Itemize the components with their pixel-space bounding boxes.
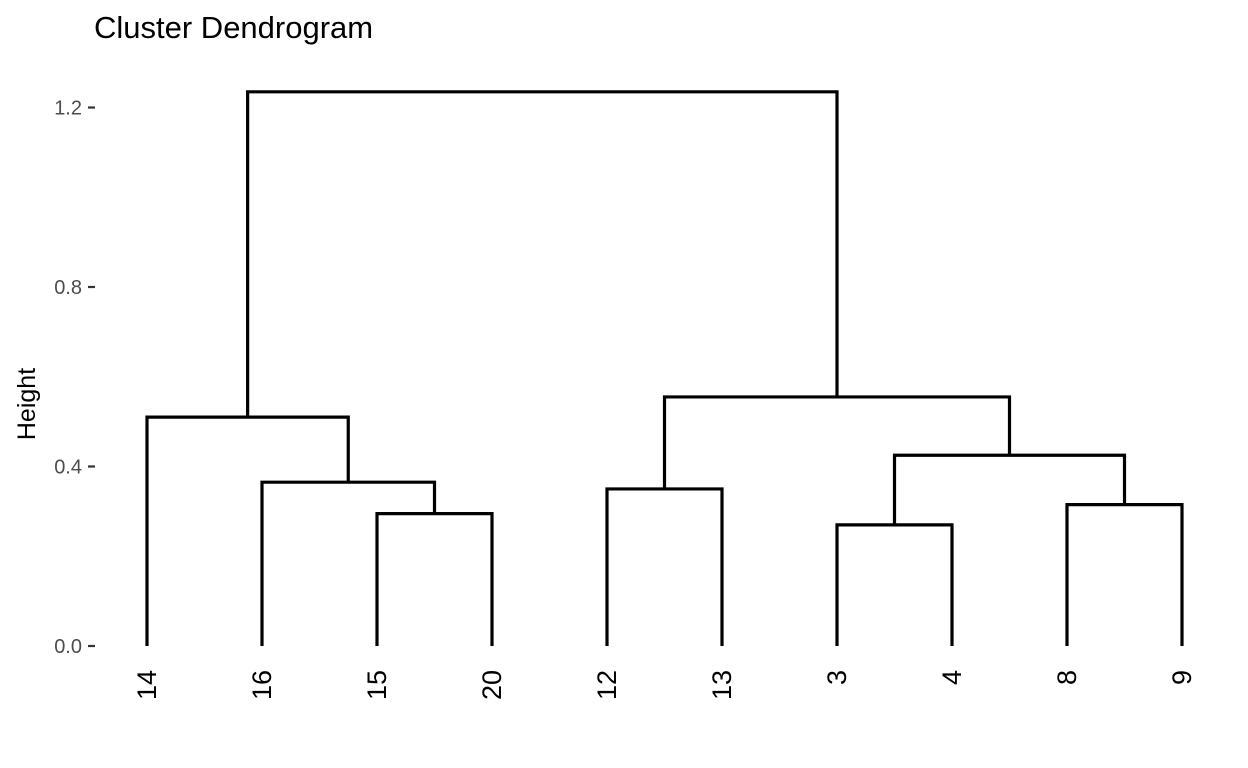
- leaf-label-4: 4: [937, 670, 967, 685]
- dendrogram-branches: [145, 90, 1184, 646]
- leaf-label-12: 12: [592, 670, 622, 700]
- y-tick-label-0: 0.0: [54, 636, 82, 658]
- leaf-label-3: 3: [822, 670, 852, 685]
- dendrogram-merge-4: [835, 523, 954, 646]
- leaf-label-16: 16: [247, 670, 277, 700]
- y-tick-label-2: 0.8: [54, 277, 82, 299]
- leaf-label-13: 13: [707, 670, 737, 700]
- y-tick-label-3: 1.2: [54, 98, 82, 120]
- dendrogram-merge-1: [260, 480, 437, 646]
- leaf-label-8: 8: [1052, 670, 1082, 685]
- dendrogram-merge-8: [246, 90, 839, 418]
- dendrogram-merge-5: [1065, 503, 1184, 646]
- dendrogram-merge-2: [145, 415, 350, 646]
- y-tick-label-1: 0.4: [54, 457, 82, 479]
- leaf-label-14: 14: [132, 670, 162, 700]
- y-axis-label: Height: [13, 368, 41, 440]
- dendrogram-merge-0: [375, 512, 494, 646]
- dendrogram-merge-3: [605, 487, 724, 646]
- y-axis: 0.0 0.4 0.8 1.2: [54, 98, 95, 658]
- dendrogram-merge-7: [662, 395, 1012, 489]
- chart-title: Cluster Dendrogram: [94, 10, 374, 45]
- leaf-label-20: 20: [477, 670, 507, 700]
- leaf-label-9: 9: [1167, 670, 1197, 685]
- leaf-label-15: 15: [362, 670, 392, 700]
- dendrogram-merge-6: [892, 453, 1127, 525]
- leaf-labels: 14 16 15 20 12 13 3 4 8 9: [132, 670, 1197, 700]
